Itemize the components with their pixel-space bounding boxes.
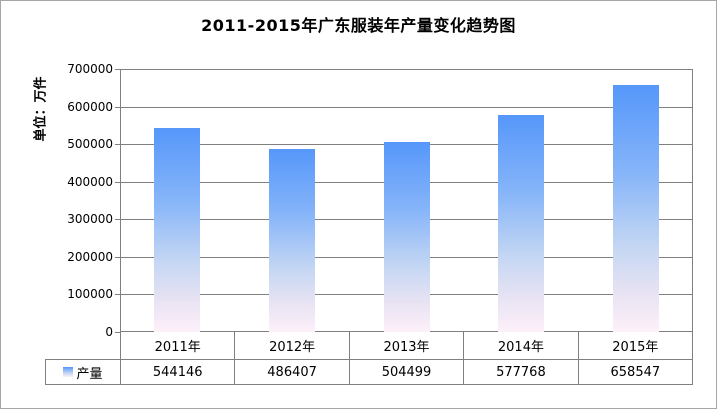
bar-2012年: [268, 149, 315, 332]
y-axis-tick-mark: [115, 332, 120, 333]
y-axis-tick-mark: [115, 256, 120, 258]
y-axis-tick-mark: [115, 294, 120, 296]
value-cell: 486407: [234, 360, 348, 384]
y-axis-tick-mark: [115, 219, 120, 221]
value-cell: 577768: [463, 360, 577, 384]
y-axis-tick-mark: [115, 69, 120, 70]
bar-2013年: [383, 142, 430, 332]
category-cell: 2012年: [234, 332, 348, 359]
y-axis-tick-label: 500000: [67, 137, 113, 152]
legend-label: 产量: [76, 366, 103, 382]
value-cell: 544146: [120, 360, 234, 384]
category-cell: 2014年: [463, 332, 577, 359]
y-axis-tick-label: 100000: [67, 287, 113, 302]
gridline: [121, 106, 692, 108]
y-axis-tick-label: 700000: [67, 62, 113, 76]
category-cell: 2011年: [120, 332, 234, 359]
legend-cell: 产量: [46, 360, 120, 384]
y-axis-tick-label: 600000: [67, 99, 113, 114]
value-cell: 504499: [348, 360, 463, 384]
series-legend-swatch-icon: [63, 367, 74, 377]
y-axis-tick-mark: [115, 181, 120, 183]
data-table-row: 产量 544146 486407 504499 577768 658547: [45, 359, 693, 385]
bar-2014年: [498, 114, 545, 332]
value-cell: 658547: [577, 360, 692, 384]
chart-title: 2011-2015年广东服装年产量变化趋势图: [201, 16, 516, 35]
y-axis-tick-mark: [115, 106, 120, 108]
y-axis-tick-label: 400000: [67, 174, 113, 189]
category-cell: 2013年: [348, 332, 463, 359]
bar-2011年: [154, 127, 201, 332]
bar-2015年: [612, 84, 659, 332]
category-cell: 2015年: [577, 332, 694, 359]
y-axis-tick-label: 300000: [67, 212, 113, 227]
y-axis-tick-label: 0: [105, 325, 113, 339]
x-axis-category-row: 2011年 2012年 2013年 2014年 2015年: [120, 332, 694, 359]
y-axis-tick-label: 200000: [67, 249, 113, 264]
y-axis-tick-mark: [115, 144, 120, 146]
